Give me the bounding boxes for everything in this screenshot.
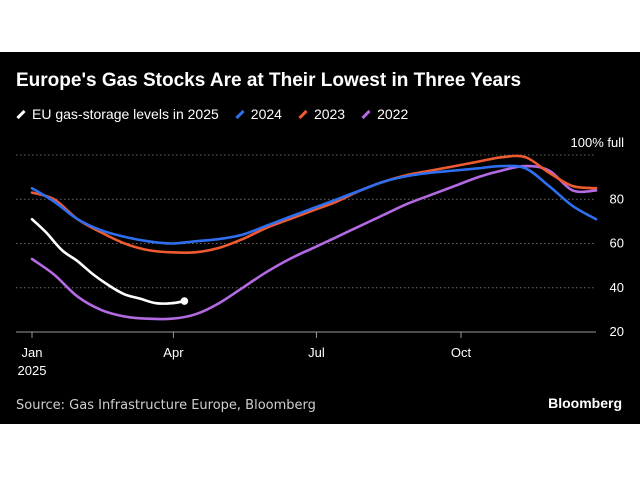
legend-label-2023: 2023 bbox=[313, 106, 346, 122]
x-tick-label-oct: Oct bbox=[451, 345, 472, 360]
y-tick-label-80: 80 bbox=[610, 191, 624, 206]
y-tick-label-100: 100% full bbox=[571, 135, 625, 150]
legend-item-2023: 2023 bbox=[298, 106, 345, 122]
legend-item-2022: 2022 bbox=[361, 106, 408, 122]
x-tick-label-jan: Jan bbox=[22, 345, 43, 360]
chart-card: Europe's Gas Stocks Are at Their Lowest … bbox=[0, 52, 640, 424]
series-end-marker-2025 bbox=[180, 297, 189, 305]
x-axis bbox=[16, 331, 596, 338]
series-line-2025 bbox=[30, 217, 186, 305]
y-tick-label-60: 60 bbox=[610, 236, 624, 251]
source-note: Source: Gas Infrastructure Europe, Bloom… bbox=[16, 398, 316, 413]
legend-label-2025: EU gas-storage levels in 2025 bbox=[32, 106, 219, 122]
legend-label-2024: 2024 bbox=[250, 106, 282, 122]
series-line-2024 bbox=[30, 164, 598, 245]
legend-label-2022: 2022 bbox=[377, 106, 409, 122]
line-chart: 20 40 60 80 100% full Jan 2025 Apr Jul Oct bbox=[16, 135, 625, 378]
legend-item-2025: EU gas-storage levels in 2025 bbox=[16, 106, 219, 122]
legend-item-2024: 2024 bbox=[235, 106, 282, 122]
x-tick-label-apr: Apr bbox=[163, 345, 184, 360]
series-line-2022 bbox=[30, 164, 598, 321]
grid-lines bbox=[16, 154, 596, 289]
x-tick-label-jul: Jul bbox=[308, 345, 325, 360]
chart-title: Europe's Gas Stocks Are at Their Lowest … bbox=[16, 70, 522, 91]
y-tick-label-40: 40 bbox=[610, 280, 624, 295]
y-tick-label-20: 20 bbox=[610, 324, 624, 339]
series-line-2023 bbox=[30, 154, 598, 255]
chart-legend: EU gas-storage levels in 2025 2024 2023 … bbox=[16, 106, 408, 122]
tick-labels: 20 40 60 80 100% full Jan 2025 Apr Jul Oct bbox=[18, 135, 625, 378]
x-tick-sublabel-jan: 2025 bbox=[18, 363, 47, 378]
series-lines bbox=[30, 154, 598, 321]
bloomberg-logo: Bloomberg bbox=[548, 395, 622, 411]
